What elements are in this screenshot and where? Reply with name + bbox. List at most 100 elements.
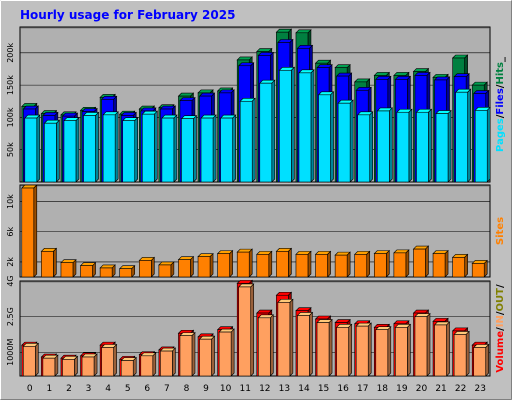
sites-sites-bar [21,187,35,278]
volume-in-bar-side [387,325,392,377]
volume-tick-label: 4G [6,275,15,286]
traffic-tick-label: 50k [6,142,15,157]
sites-sites-bar-side [288,247,292,278]
sites-sites-bar [119,268,133,278]
traffic-pages-bar [298,72,312,183]
volume-tick-label: 2.5G [6,307,15,326]
hour-label: 13 [279,384,290,394]
volume-in-bar-side [348,323,352,377]
volume-in-bar [160,350,173,377]
sites-sites-bar [41,251,54,278]
sites-sites-bar [471,263,485,278]
traffic-pages-bar-side [36,114,41,183]
hour-label: 4 [105,384,111,394]
hour-label: 9 [203,384,209,394]
volume-in-bar [395,327,408,377]
hour-label: 10 [220,384,232,394]
traffic-pages-bar [337,102,351,183]
sites-sites-bar [197,256,211,278]
traffic-legend-item: Pages [495,118,506,152]
traffic-pages-bar-side [153,110,158,183]
hour-label: 19 [396,384,408,394]
volume-in-bar-side [93,353,98,377]
traffic-tick-label: 200k [6,43,15,63]
traffic-pages-bar-side [388,107,393,183]
sites-sites-bar-side [229,249,233,278]
volume-in-bar-side [34,342,39,377]
traffic-pages-bar [455,91,468,183]
traffic-pages-bar [181,118,194,183]
hour-label: 22 [455,384,466,394]
hour-label: 12 [259,384,270,394]
sites-sites-bar [432,253,446,278]
traffic-pages-bar [220,117,233,183]
traffic-pages-bar [259,82,273,183]
sites-sites-bar [354,254,368,278]
traffic-pages-bar-side [428,108,432,183]
sites-legend-item: Sites [495,217,506,245]
volume-in-bar [42,357,56,377]
volume-in-bar [257,317,271,377]
volume-in-bar-side [407,323,411,377]
hour-label: 8 [184,384,190,394]
volume-in-bar [218,331,232,377]
traffic-legend-item: _ [495,57,506,62]
sites-sites-bar-side [483,259,488,278]
sites-tick-label: 10k [6,194,15,209]
traffic-pages-bar [83,115,96,183]
volume-in-bar [199,338,212,377]
volume-in-bar-side [230,328,235,377]
traffic-tick-label: 100k [6,107,15,127]
sites-sites-bar-side [33,184,38,278]
sites-sites-bar [315,254,328,278]
sites-sites-bar-side [150,256,155,278]
sites-sites-bar-side [444,249,449,278]
volume-plot-area [19,280,491,377]
volume-in-bar-side [54,354,59,377]
volume-in-bar [101,347,114,377]
sites-sites-bar-side [92,261,96,278]
traffic-pages-bar-side [114,111,119,183]
sites-sites-bar-side [346,251,351,278]
volume-in-bar [62,359,75,377]
traffic-pages-bar-side [134,116,139,183]
traffic-pages-bar-side [193,114,197,183]
traffic-pages-bar [416,111,429,183]
hour-label: 6 [144,384,150,394]
sites-sites-bar-side [190,255,194,278]
volume-in-bar [336,327,349,377]
volume-in-bar [22,346,36,377]
volume-in-bar [179,335,193,377]
traffic-pages-bar [161,117,175,183]
traffic-legend-item: Hits [495,62,506,85]
sites-sites-bar [295,254,309,278]
hour-label: 0 [27,384,33,394]
traffic-pages-bar-side [486,106,491,183]
traffic-pages-bar-side [330,91,334,183]
traffic-legend: Pages/Files/Hits_ [495,57,506,152]
volume-in-bar [238,286,252,377]
hour-label: 18 [377,384,389,394]
volume-in-bar [414,316,428,377]
volume-legend-item: IN [495,315,506,327]
sites-tick-label: 6k [6,227,15,237]
traffic-pages-bar [63,120,77,183]
volume-in-bar-side [152,352,157,377]
volume-in-bar-side [289,298,294,377]
volume-legend-item: OUT [495,288,506,312]
volume-in-bar-side [113,343,117,377]
panel-sites: 10k 6k 2k Sites [6,184,506,278]
traffic-pages-bar-side [251,97,256,183]
hour-label: 5 [125,384,131,394]
sites-sites-bar [334,254,348,278]
volume-legend: Volume/IN/OUT/ [495,284,506,373]
sites-sites-bar [276,251,289,278]
volume-in-bar-side [367,322,372,377]
traffic-pages-bar-side [75,116,80,183]
sites-sites-bar [178,259,191,278]
sites-sites-bar-side [385,249,390,278]
sites-sites-bar [373,253,387,278]
traffic-pages-bar [239,100,253,183]
